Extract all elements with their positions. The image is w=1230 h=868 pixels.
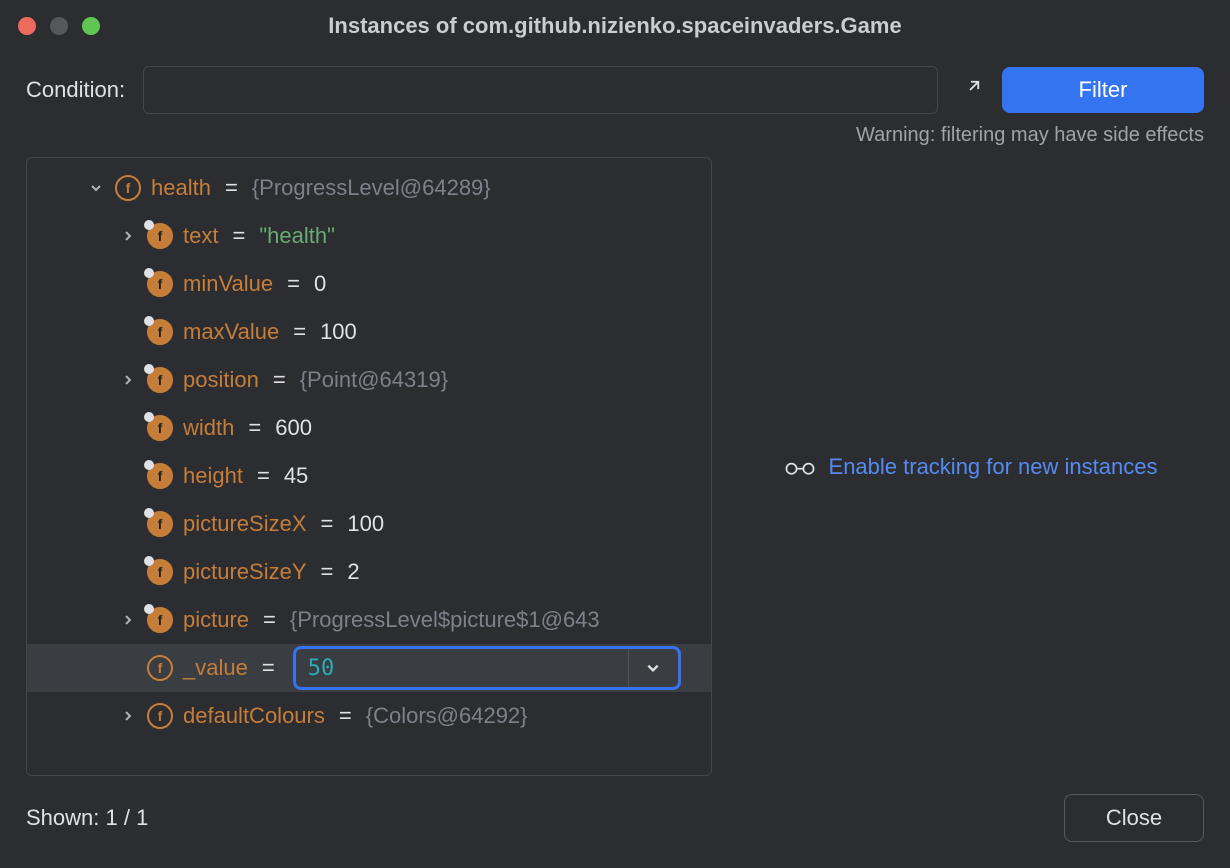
field-value: 45 <box>284 463 308 489</box>
field-name: pictureSizeY <box>183 559 307 585</box>
tree-row[interactable]: f minValue = 0 <box>27 260 711 308</box>
tree-row[interactable]: f pictureSizeX = 100 <box>27 500 711 548</box>
field-icon: f <box>147 415 173 441</box>
field-name: defaultColours <box>183 703 325 729</box>
instances-dialog: Instances of com.github.nizienko.spacein… <box>0 0 1230 868</box>
field-name: minValue <box>183 271 273 297</box>
tree-row[interactable]: ftext = "health" <box>27 212 711 260</box>
tree-row[interactable]: fwidth = 600 <box>27 404 711 452</box>
field-value: 2 <box>347 559 359 585</box>
dialog-body: fhealth = {ProgressLevel@64289}ftext = "… <box>0 157 1230 776</box>
filter-button[interactable]: Filter <box>1002 67 1204 113</box>
field-name: position <box>183 367 259 393</box>
chevron-down-icon[interactable] <box>628 649 678 687</box>
field-value: 0 <box>314 271 326 297</box>
equals-sign: = <box>259 607 280 633</box>
equals-sign: = <box>258 655 279 681</box>
field-name: picture <box>183 607 249 633</box>
field-value: {ProgressLevel@64289} <box>252 175 491 201</box>
chevron-right-icon[interactable] <box>119 230 137 242</box>
equals-sign: = <box>253 463 274 489</box>
field-value: 100 <box>347 511 384 537</box>
tree-row[interactable]: f defaultColours = {Colors@64292} <box>27 692 711 740</box>
field-icon: f <box>147 607 173 633</box>
tree-row[interactable]: f _value = <box>27 644 711 692</box>
window-controls <box>18 17 100 35</box>
close-window-icon[interactable] <box>18 17 36 35</box>
condition-input[interactable] <box>143 66 938 114</box>
tree-row[interactable]: f pictureSizeY = 2 <box>27 548 711 596</box>
field-icon: f <box>147 367 173 393</box>
field-icon: f <box>147 223 173 249</box>
equals-sign: = <box>317 511 338 537</box>
field-icon: f <box>147 463 173 489</box>
value-editor[interactable] <box>293 646 681 690</box>
field-name: height <box>183 463 243 489</box>
minimize-window-icon[interactable] <box>50 17 68 35</box>
field-value: {Point@64319} <box>300 367 448 393</box>
equals-sign: = <box>244 415 265 441</box>
field-name: _value <box>183 655 248 681</box>
field-icon: f <box>147 655 173 681</box>
instances-tree[interactable]: fhealth = {ProgressLevel@64289}ftext = "… <box>27 164 711 740</box>
field-value: {Colors@64292} <box>366 703 528 729</box>
chevron-down-icon[interactable] <box>87 182 105 194</box>
field-value: {ProgressLevel$picture$1@643 <box>290 607 600 633</box>
dialog-footer: Shown: 1 / 1 Close <box>0 776 1230 868</box>
equals-sign: = <box>269 367 290 393</box>
window-title: Instances of com.github.nizienko.spacein… <box>0 13 1230 39</box>
chevron-right-icon[interactable] <box>119 374 137 386</box>
field-name: width <box>183 415 234 441</box>
enable-tracking-link[interactable]: Enable tracking for new instances <box>783 454 1158 480</box>
titlebar: Instances of com.github.nizienko.spacein… <box>0 0 1230 52</box>
field-icon: f <box>147 559 173 585</box>
eyeglasses-icon <box>783 457 817 477</box>
instances-tree-panel: fhealth = {ProgressLevel@64289}ftext = "… <box>26 157 712 776</box>
equals-sign: = <box>289 319 310 345</box>
tree-row[interactable]: f position = {Point@64319} <box>27 356 711 404</box>
equals-sign: = <box>317 559 338 585</box>
tree-row[interactable]: fheight = 45 <box>27 452 711 500</box>
field-name: text <box>183 223 218 249</box>
condition-label: Condition: <box>26 77 125 103</box>
field-icon: f <box>115 175 141 201</box>
equals-sign: = <box>283 271 304 297</box>
field-icon: f <box>147 511 173 537</box>
value-input[interactable] <box>296 649 628 687</box>
field-name: health <box>151 175 211 201</box>
field-name: maxValue <box>183 319 279 345</box>
field-value: "health" <box>259 223 335 249</box>
field-value: 100 <box>320 319 357 345</box>
field-name: pictureSizeX <box>183 511 307 537</box>
equals-sign: = <box>228 223 249 249</box>
chevron-right-icon[interactable] <box>119 710 137 722</box>
tree-row[interactable]: f picture = {ProgressLevel$picture$1@643 <box>27 596 711 644</box>
field-icon: f <box>147 703 173 729</box>
shown-count: Shown: 1 / 1 <box>26 805 148 831</box>
close-button[interactable]: Close <box>1064 794 1204 842</box>
tree-row[interactable]: fhealth = {ProgressLevel@64289} <box>27 164 711 212</box>
expand-condition-icon[interactable] <box>956 76 984 104</box>
tree-row[interactable]: f maxValue = 100 <box>27 308 711 356</box>
side-panel: Enable tracking for new instances <box>736 157 1204 776</box>
field-value: 600 <box>275 415 312 441</box>
enable-tracking-label: Enable tracking for new instances <box>829 454 1158 480</box>
equals-sign: = <box>335 703 356 729</box>
equals-sign: = <box>221 175 242 201</box>
field-icon: f <box>147 319 173 345</box>
field-icon: f <box>147 271 173 297</box>
zoom-window-icon[interactable] <box>82 17 100 35</box>
chevron-right-icon[interactable] <box>119 614 137 626</box>
filter-warning: Warning: filtering may have side effects <box>0 120 1230 157</box>
condition-row: Condition: Filter <box>0 52 1230 120</box>
